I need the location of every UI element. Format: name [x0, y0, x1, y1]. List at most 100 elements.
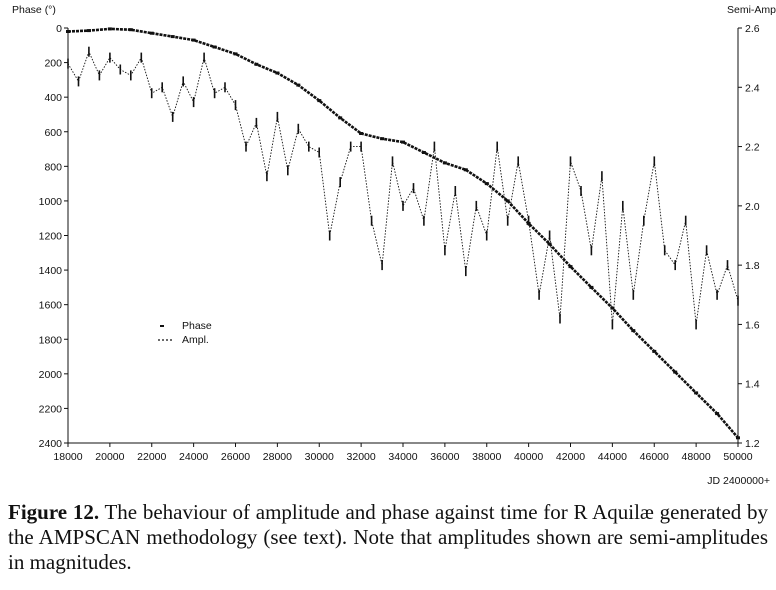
x-tick-label: 48000: [682, 451, 711, 463]
amplitude-point: [653, 156, 656, 167]
left-y-tick-label: 2200: [39, 403, 63, 415]
x-tick-label: 28000: [263, 451, 292, 463]
right-y-axis-title: Semi-Amp: [727, 4, 776, 16]
phase-point: [191, 38, 196, 42]
amplitude-point: [182, 76, 184, 87]
amplitude-point: [496, 141, 498, 152]
amplitude-point: [381, 260, 383, 271]
amplitude-point: [266, 171, 268, 182]
amplitude-point: [684, 215, 687, 226]
amplitude-point: [559, 313, 561, 324]
amplitude-point: [245, 141, 247, 152]
amplitude-point: [203, 52, 205, 63]
left-y-tick-label: 200: [44, 58, 62, 70]
phase-point: [317, 99, 322, 103]
phase-point: [296, 83, 301, 87]
phase-trail: [67, 27, 739, 439]
caption-label: Figure 12.: [8, 500, 100, 524]
x-tick-label: 20000: [95, 451, 124, 463]
amplitude-point: [140, 52, 143, 63]
amplitude-point: [695, 319, 697, 330]
amplitude-point: [622, 200, 624, 211]
left-y-tick-label: 2000: [39, 369, 63, 381]
phase-point: [694, 391, 699, 395]
amplitude-point: [590, 245, 593, 256]
amplitude-point: [527, 215, 530, 226]
amplitude-point: [109, 52, 111, 63]
amplitude-point: [130, 70, 132, 81]
phase-point: [401, 140, 405, 144]
x-tick-label: 24000: [179, 451, 208, 463]
phase-point: [107, 27, 112, 31]
amplitude-point: [465, 266, 467, 277]
amplitude-point: [255, 117, 258, 128]
x-tick-label: 46000: [640, 451, 669, 463]
phase-point: [568, 265, 573, 269]
right-y-tick-label: 2.0: [745, 201, 760, 213]
amplitude-point: [454, 186, 457, 196]
phase-point: [736, 436, 740, 440]
phase-amplitude-chart: 18000 20000 22000 24000 26000 28000 30000 32000…: [12, 4, 776, 487]
phase-point: [610, 306, 615, 310]
amplitude-point: [402, 200, 404, 211]
phase-point: [338, 116, 343, 120]
phase-point: [547, 242, 552, 246]
amplitude-point: [234, 100, 237, 111]
phase-point: [421, 151, 426, 154]
legend-label-phase: Phase: [182, 320, 212, 332]
phase-point: [86, 29, 91, 33]
right-y-tick-label: 2.6: [745, 23, 760, 35]
x-tick-label: 26000: [221, 451, 250, 463]
legend: Phase Ampl.: [158, 320, 212, 346]
legend-item-phase: Phase: [160, 320, 212, 332]
phase-point: [254, 62, 259, 66]
amplitude-point: [318, 147, 320, 158]
left-y-tick-label: 0: [56, 23, 62, 35]
amplitude-point: [433, 141, 436, 152]
phase-point: [484, 182, 489, 186]
left-y-tick-label: 2400: [39, 438, 63, 450]
amplitude-point: [67, 58, 69, 69]
left-y-tick-label: 1400: [39, 265, 63, 277]
amplitude-point: [475, 200, 478, 211]
amplitude-point: [297, 123, 300, 134]
amplitude-point: [391, 156, 394, 167]
amplitude-point: [538, 289, 540, 300]
amplitude-point: [444, 245, 446, 256]
phase-point: [631, 329, 636, 333]
legend-label-ampl: Ampl.: [182, 334, 209, 346]
x-axis-ticks: 18000 20000 22000 24000 26000 28000 30000 32000…: [53, 443, 753, 463]
phase-point: [652, 349, 657, 353]
x-tick-label: 22000: [137, 451, 166, 463]
amplitude-point: [339, 177, 341, 188]
amplitude-point: [276, 111, 279, 122]
legend-item-ampl: Ampl.: [158, 334, 209, 346]
right-y-tick-label: 1.2: [745, 438, 760, 450]
phase-point: [380, 137, 385, 141]
phase-point: [673, 370, 678, 374]
amplitude-point: [548, 230, 551, 241]
phase-point: [66, 30, 70, 33]
left-y-tick-label: 1800: [39, 334, 63, 346]
phase-point: [715, 412, 720, 416]
x-tick-label: 18000: [53, 451, 82, 463]
amplitude-point: [485, 230, 488, 241]
amplitude-point: [643, 215, 645, 226]
phase-point: [233, 52, 238, 56]
amplitude-point: [737, 295, 739, 306]
left-y-tick-label: 800: [44, 161, 62, 173]
amplitude-point: [213, 88, 216, 99]
x-tick-label: 34000: [388, 451, 417, 463]
phase-point: [275, 71, 280, 75]
x-tick-label: 36000: [430, 451, 459, 463]
phase-point: [170, 35, 175, 39]
right-y-axis-ticks: 2.6 2.4 2.2 2.0 1.8 1.6 1.4 1.2: [738, 23, 760, 450]
series-phase: [66, 27, 740, 440]
x-tick-label: 40000: [514, 451, 543, 463]
amplitude-point: [119, 64, 122, 75]
amplitude-point: [726, 260, 729, 271]
amplitude-point: [328, 230, 331, 241]
right-y-tick-label: 1.6: [745, 319, 760, 331]
amplitude-point: [77, 76, 80, 87]
right-y-tick-label: 1.4: [745, 379, 760, 391]
